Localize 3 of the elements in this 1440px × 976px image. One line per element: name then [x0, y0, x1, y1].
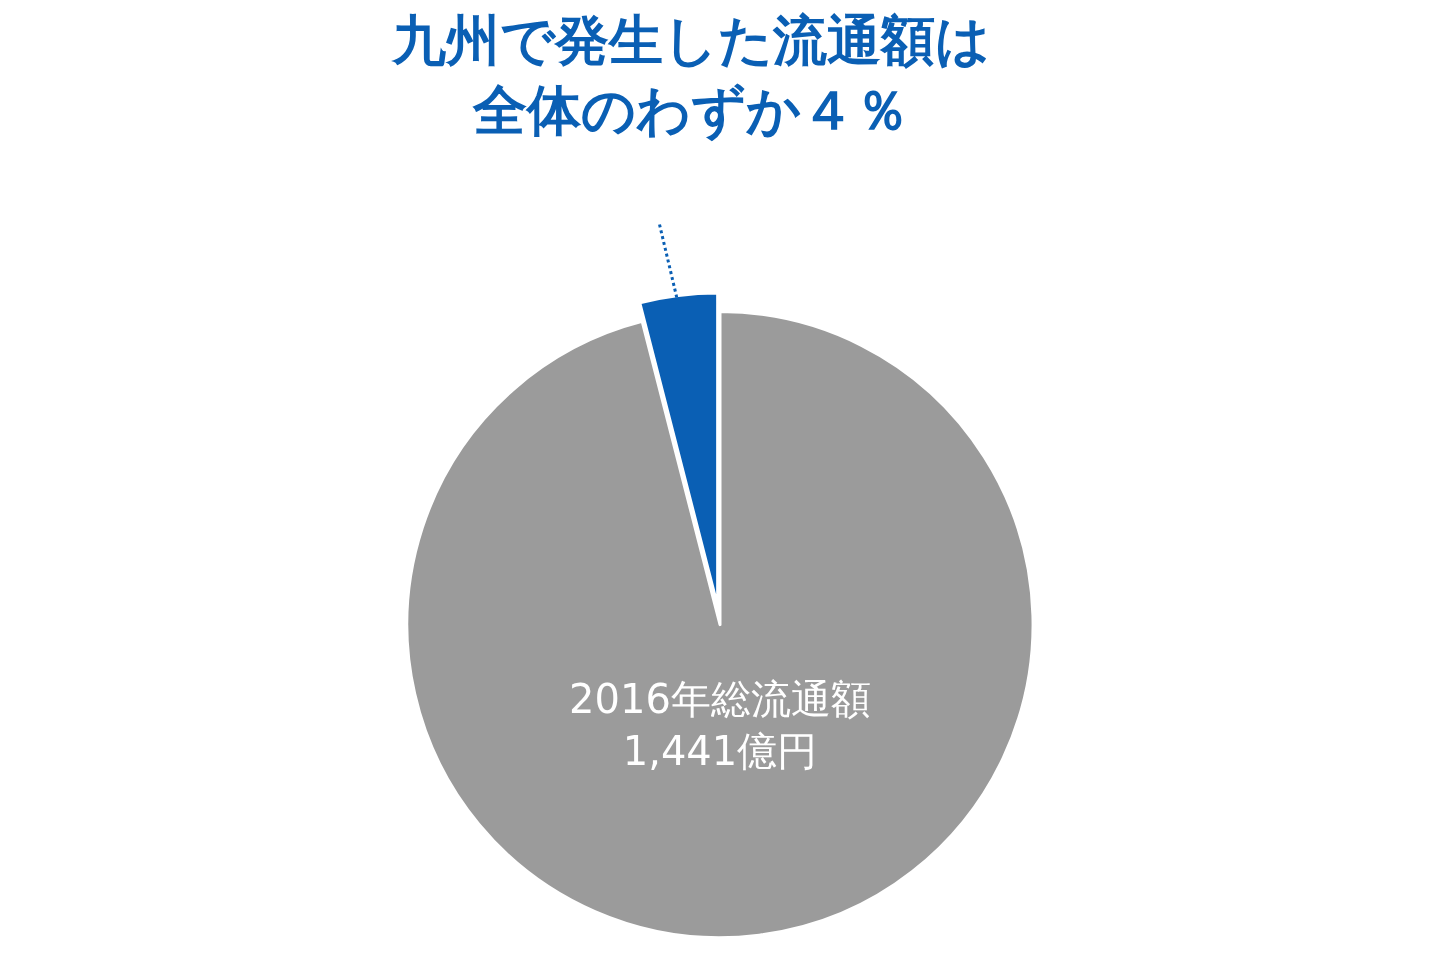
chart-subtitle: 全体のわずか４％: [472, 78, 910, 142]
chart-title: 九州で発生した流通額は: [391, 8, 991, 72]
slice-label: 2016年総流通額 1,441億円: [569, 676, 871, 775]
